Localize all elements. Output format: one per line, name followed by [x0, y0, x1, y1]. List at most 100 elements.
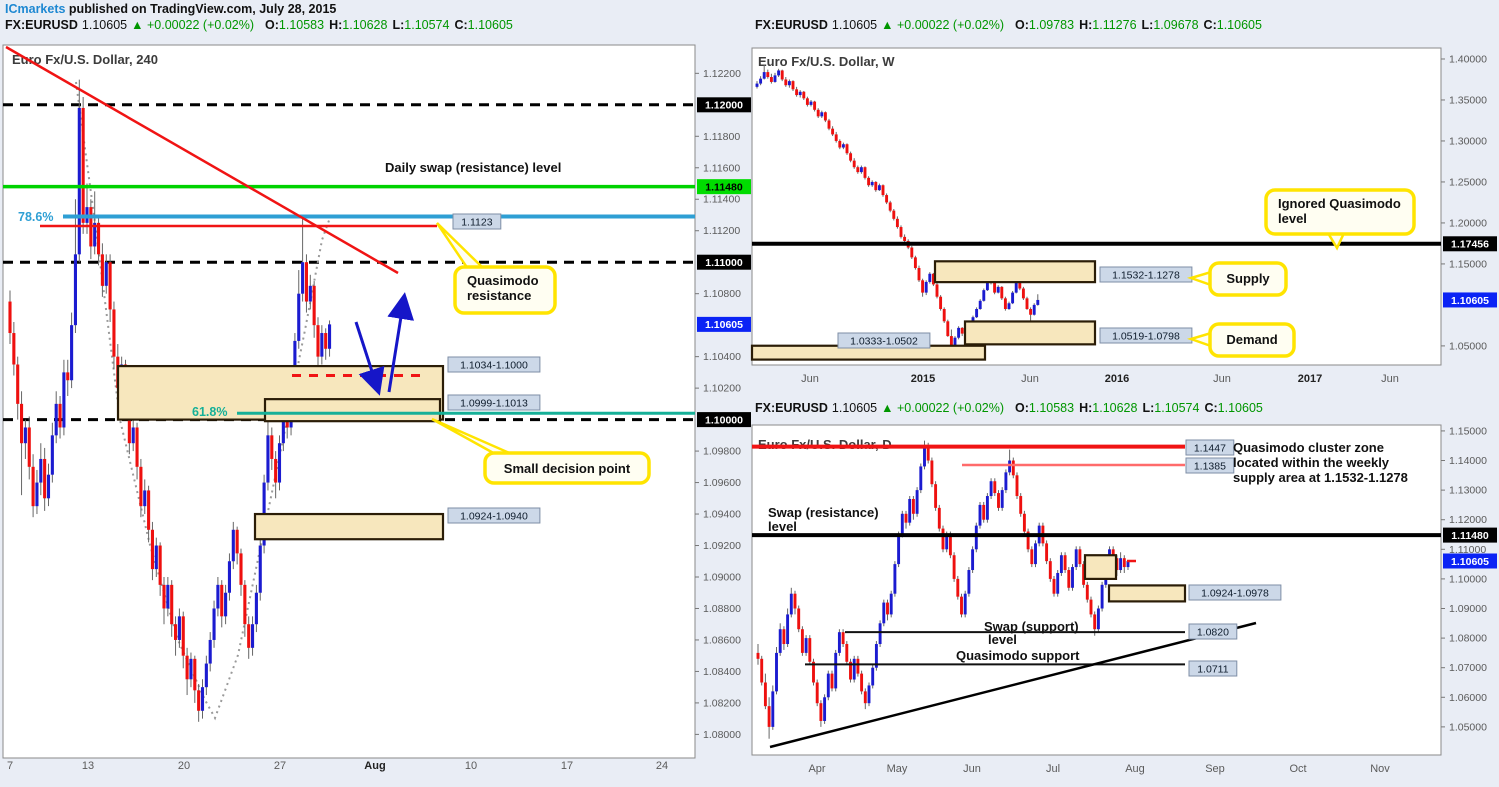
candle-body: [193, 658, 197, 691]
daily-time-axis[interactable]: Apr May Jun Jul Aug Sep Oct Nov: [808, 763, 1390, 775]
open-value: 1.09783: [1028, 18, 1075, 32]
candle-body: [845, 644, 849, 662]
candle-body: [960, 327, 964, 334]
candle-body: [993, 281, 997, 293]
price-range-chip: [447, 356, 541, 373]
candle-body: [39, 458, 43, 483]
price-range-chip: [1185, 457, 1235, 474]
price-range-chip-label: 1.1532-1.1278: [1112, 270, 1180, 282]
candle-body: [946, 321, 950, 337]
candle-body: [135, 427, 139, 467]
price-badge-label: 1.10000: [705, 414, 743, 426]
candle-body: [1019, 496, 1023, 514]
candle-body: [23, 427, 27, 444]
candle-body: [1056, 572, 1060, 594]
symbol[interactable]: FX:EURUSD: [755, 401, 828, 415]
time-axis-label: May: [887, 763, 908, 775]
price-badge-green: [697, 179, 751, 195]
callout-text: Quasimodo: [467, 273, 539, 288]
candle-body: [1078, 549, 1082, 565]
time-axis-label: Jun: [963, 763, 981, 775]
h4-price-scale[interactable]: 1.12200 1.11800 1.11600 1.11400 1.11200 1.108…: [695, 68, 751, 741]
candle-body: [942, 309, 946, 322]
candle-body: [756, 652, 760, 659]
candle-body: [281, 403, 285, 444]
publisher-link[interactable]: ICmarkets: [5, 2, 66, 16]
candle-body: [231, 529, 235, 562]
close-label: C:: [1204, 401, 1218, 415]
scale-tick-label: 1.20000: [1449, 217, 1487, 229]
price-range-chip-label: 1.0333-1.0502: [850, 336, 918, 348]
candle-body: [46, 474, 51, 499]
callout-text: level: [1278, 211, 1307, 226]
candle-body: [166, 584, 170, 609]
candle-body: [220, 584, 224, 617]
scale-tick-label: 1.10200: [703, 383, 741, 395]
change-value: +0.00022 (+0.02%): [896, 401, 1004, 415]
candle-body: [1015, 475, 1019, 497]
candle-body: [886, 602, 889, 615]
candle-body: [1000, 490, 1004, 508]
fib-level-label: 78.6%: [18, 210, 53, 224]
candle-body: [755, 83, 759, 87]
candle-body: [143, 490, 147, 507]
candle-body: [911, 498, 915, 514]
scale-tick-label: 1.11200: [703, 225, 740, 237]
candle-body: [885, 195, 889, 203]
candle-body: [1096, 608, 1100, 630]
daily-plot-area[interactable]: [751, 424, 1442, 756]
candle-body: [892, 210, 896, 219]
candle-body: [967, 570, 971, 594]
candle-body: [971, 549, 975, 571]
symbol[interactable]: FX:EURUSD: [755, 18, 828, 32]
candle-body: [867, 685, 871, 704]
open-label: O:: [1015, 401, 1029, 415]
annotation-text: supply area at 1.1532-1.1278: [1233, 470, 1408, 485]
scale-tick-label: 1.10400: [703, 351, 741, 363]
candle-body: [809, 101, 813, 105]
candle-body: [870, 181, 874, 186]
scale-tick-label: 1.11800: [703, 131, 740, 143]
price-range-chip: [1099, 327, 1193, 344]
up-arrow-icon: ▲: [881, 401, 894, 415]
weekly-price-scale[interactable]: 1.40000 1.35000 1.30000 1.25000 1.20000 1.150…: [1441, 53, 1497, 352]
candle-body: [904, 513, 908, 523]
candle-body: [782, 629, 786, 645]
candle-body: [27, 427, 31, 467]
quote-header-weekly: FX:EURUSD 1.10605 ▲ +0.00022 (+0.02%) O:1.0…: [755, 18, 1262, 32]
candle-body: [834, 134, 838, 141]
symbol[interactable]: FX:EURUSD: [5, 18, 78, 32]
scale-tick-label: 1.14000: [1449, 455, 1487, 467]
time-axis-label: Nov: [1370, 763, 1390, 775]
candle-body: [8, 301, 12, 334]
candle-body: [100, 254, 104, 286]
price-range-chip: [837, 332, 931, 349]
h4-chart-title: Euro Fx/U.S. Dollar, 240: [12, 52, 158, 67]
callout-text: resistance: [467, 288, 531, 303]
scale-tick-label: 1.25000: [1449, 176, 1487, 188]
candle-body: [1025, 298, 1029, 310]
publish-info: published on TradingView.com, July 28, 2…: [65, 2, 337, 16]
candle-body: [787, 81, 791, 86]
scale-tick-label: 1.08400: [703, 666, 741, 678]
candle-body: [1045, 543, 1049, 562]
price-badge-label: 1.11000: [705, 257, 743, 269]
candle-body: [934, 484, 938, 508]
price-badge-label: 1.11480: [1451, 530, 1489, 542]
candle-body: [1029, 309, 1033, 315]
h4-time-axis[interactable]: 7 13 20 27 Aug 10 17 24: [7, 760, 668, 772]
callout-box: [483, 451, 651, 485]
candle-body: [895, 218, 899, 228]
daily-price-scale[interactable]: 1.15000 1.14000 1.13000 1.12000 1.11000 1.100…: [1441, 425, 1497, 733]
candle-body: [243, 584, 247, 625]
price-range-chip-label: 1.0999-1.1013: [460, 398, 528, 410]
weekly-time-axis[interactable]: Jun 2015 Jun 2016 Jun 2017 Jun: [801, 373, 1399, 385]
candle-body: [935, 284, 939, 297]
candle-body: [856, 167, 860, 173]
time-axis-label: 2015: [911, 373, 935, 385]
candle-body: [1022, 513, 1026, 532]
candle-body: [784, 79, 788, 86]
candle-body: [328, 324, 332, 349]
candle-body: [816, 109, 820, 117]
candle-body: [889, 593, 893, 615]
